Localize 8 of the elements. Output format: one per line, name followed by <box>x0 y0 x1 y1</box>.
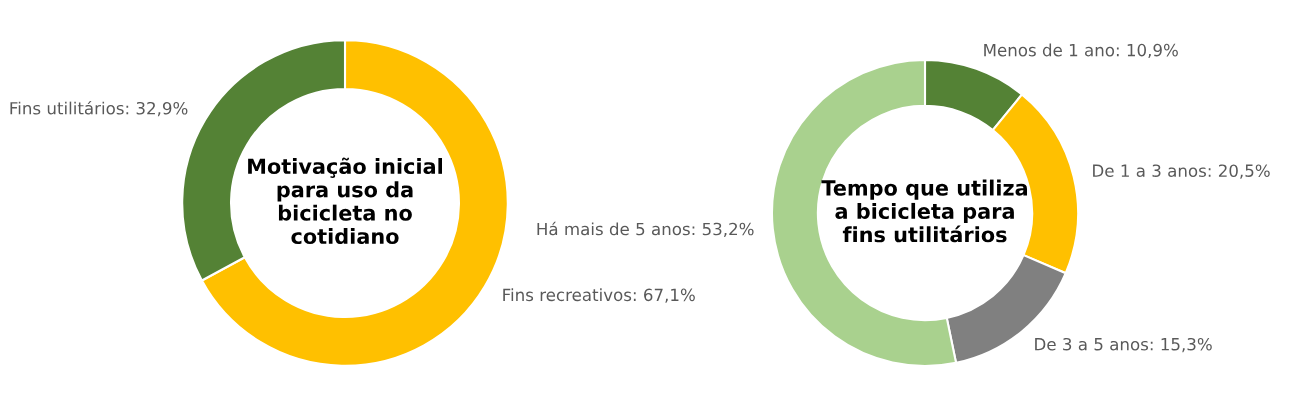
text: Motivação inicial para uso da bicicleta no cotidiano <box>248 157 443 245</box>
text: Tempo que utiliza a bicicleta para fins utilitários <box>821 179 1028 243</box>
slice-label: Menos de 1 ano: 10,9% <box>984 43 1178 59</box>
slice-label: Fins utilitários: 32,9% <box>10 100 188 117</box>
slice-label: Fins recreativos: 67,1% <box>503 288 695 303</box>
slice-label: De 3 a 5 anos: 15,3% <box>1035 337 1212 353</box>
slice-label: Há mais de 5 anos: 53,2% <box>537 221 754 238</box>
slice-label: De 1 a 3 anos: 20,5% <box>1093 164 1270 179</box>
